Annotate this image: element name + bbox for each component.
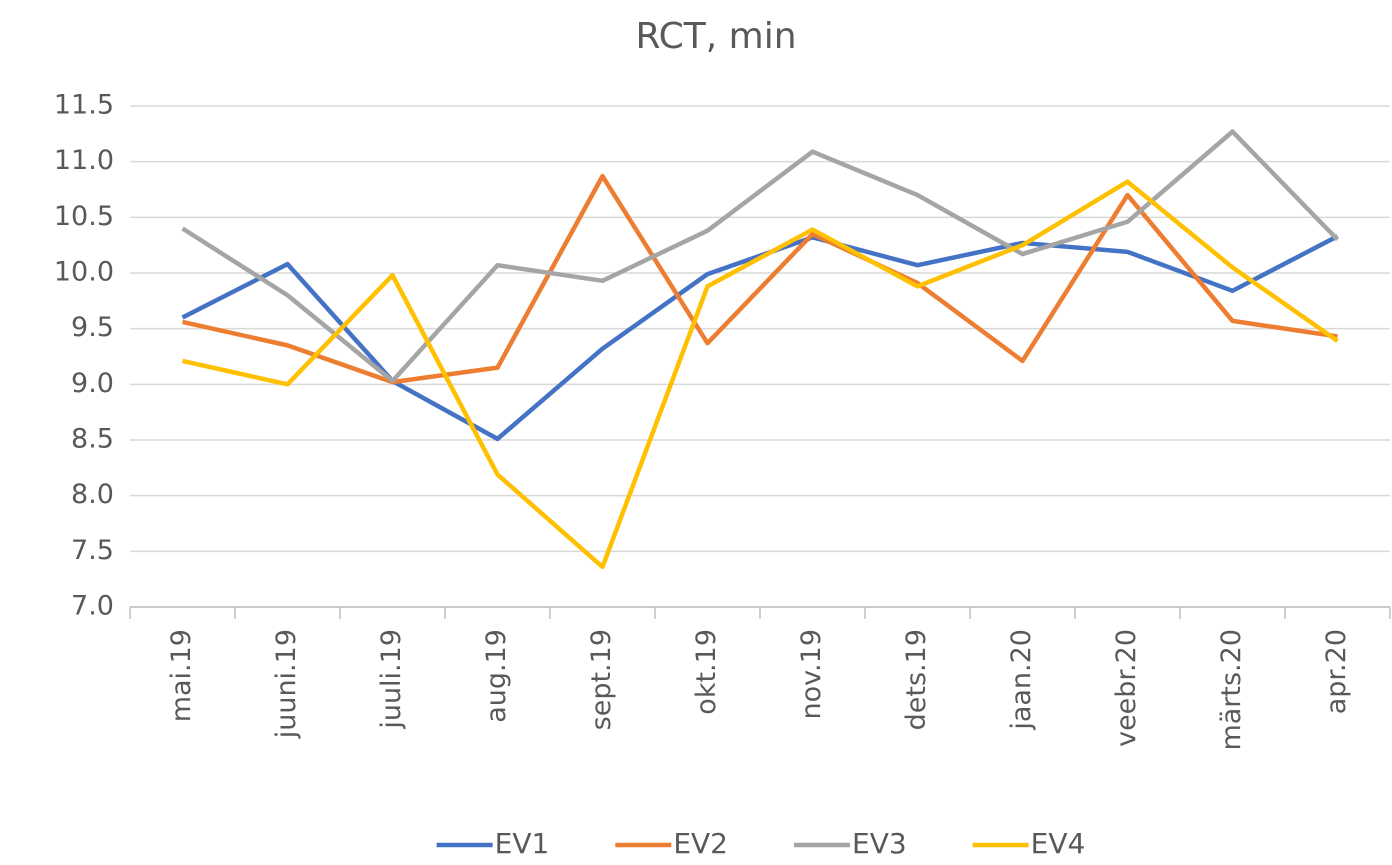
x-tick-label: nov.19 bbox=[796, 629, 827, 719]
y-tick-label: 11.0 bbox=[54, 145, 114, 176]
y-tick-label: 11.5 bbox=[54, 90, 114, 121]
y-tick-label: 9.5 bbox=[71, 312, 114, 343]
x-tick-label: juuni.19 bbox=[271, 629, 302, 739]
x-tick-label: dets.19 bbox=[901, 629, 932, 730]
series-line bbox=[182, 173, 1338, 385]
legend-label: EV1 bbox=[495, 827, 550, 860]
legend-label: EV2 bbox=[673, 827, 728, 860]
legend-label: EV3 bbox=[852, 827, 907, 860]
y-tick-label: 9.0 bbox=[71, 368, 114, 399]
x-tick-label: aug.19 bbox=[481, 629, 512, 723]
series-line bbox=[181, 129, 1340, 384]
y-tick-label: 10.0 bbox=[54, 257, 114, 288]
legend-label: EV4 bbox=[1031, 827, 1086, 860]
y-tick-label: 8.5 bbox=[71, 424, 114, 455]
y-tick-label: 10.5 bbox=[54, 201, 114, 232]
series-line bbox=[182, 179, 1339, 570]
x-tick-label: sept.19 bbox=[586, 629, 617, 730]
x-tick-label: jaan.20 bbox=[1006, 629, 1037, 731]
x-tick-label: juuli.19 bbox=[376, 629, 407, 730]
x-tick-label: okt.19 bbox=[691, 629, 722, 715]
x-tick-label: märts.20 bbox=[1216, 629, 1247, 751]
x-tick-label: mai.19 bbox=[166, 629, 197, 722]
x-tick-label: apr.20 bbox=[1321, 629, 1352, 714]
y-tick-label: 7.5 bbox=[71, 535, 114, 566]
series-line bbox=[181, 234, 1339, 442]
y-tick-label: 7.0 bbox=[71, 591, 114, 622]
x-tick-label: veebr.20 bbox=[1111, 629, 1142, 747]
chart-title: RCT, min bbox=[635, 16, 796, 57]
y-tick-label: 8.0 bbox=[71, 479, 114, 510]
legend: EV1 EV2 EV3 EV4 bbox=[436, 827, 1086, 860]
